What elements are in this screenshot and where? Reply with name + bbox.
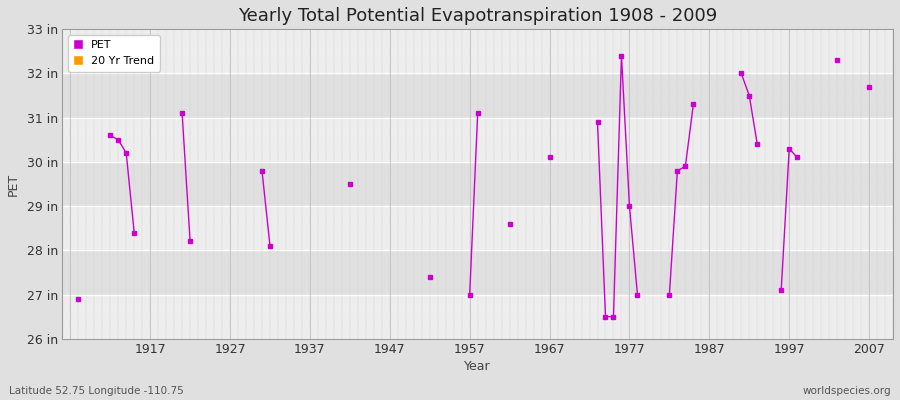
Bar xyxy=(62,294,893,339)
Legend: PET, 20 Yr Trend: PET, 20 Yr Trend xyxy=(68,35,160,72)
Text: worldspecies.org: worldspecies.org xyxy=(803,386,891,396)
Bar xyxy=(62,118,893,162)
Bar xyxy=(62,206,893,250)
Y-axis label: PET: PET xyxy=(7,172,20,196)
Bar xyxy=(62,29,893,74)
X-axis label: Year: Year xyxy=(464,360,491,373)
Text: Latitude 52.75 Longitude -110.75: Latitude 52.75 Longitude -110.75 xyxy=(9,386,184,396)
Title: Yearly Total Potential Evapotranspiration 1908 - 2009: Yearly Total Potential Evapotranspiratio… xyxy=(238,7,717,25)
